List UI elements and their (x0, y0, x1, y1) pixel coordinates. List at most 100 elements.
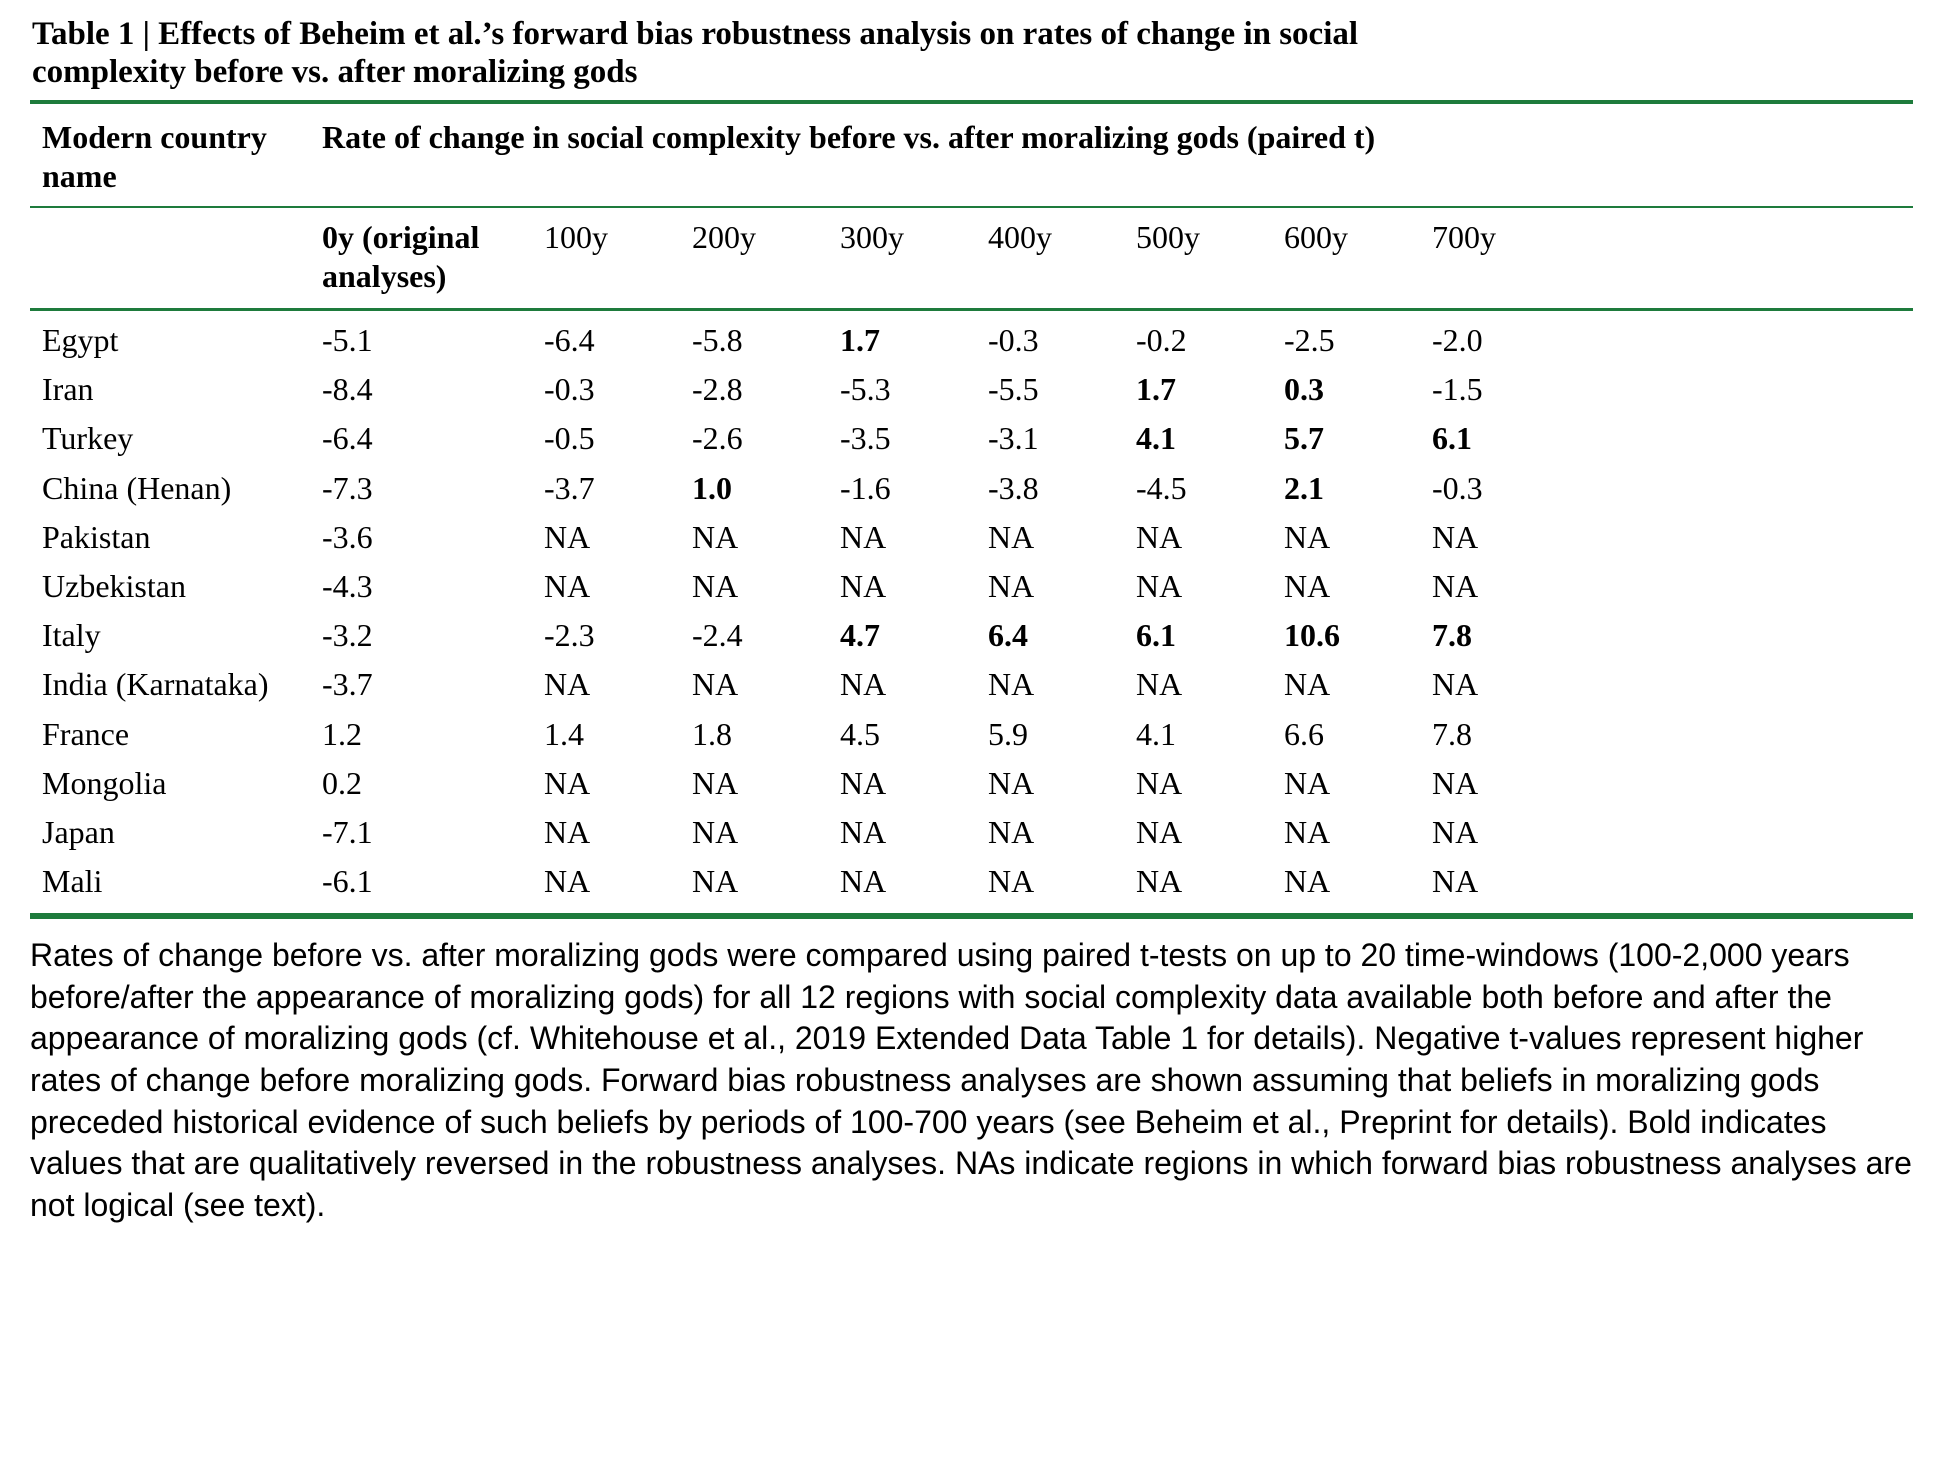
value-cell: 5.9 (988, 715, 1028, 752)
subheader-200y: 200y (692, 206, 840, 311)
value-cell: -6.1 (322, 857, 544, 920)
value-cell: 1.7 (840, 322, 880, 358)
value-cell: -0.3 (988, 322, 1039, 358)
value-cell: -2.4 (692, 617, 743, 654)
subheader-400y: 400y (988, 206, 1136, 311)
value-cell: -2.0 (1432, 322, 1483, 358)
value-cell: -3.5 (840, 420, 891, 457)
value-cell: NA (544, 567, 591, 604)
value-cell: -1.6 (840, 469, 891, 506)
value-cell: NA (840, 857, 988, 920)
value-cell: NA (1432, 666, 1479, 703)
value-cell: -3.8 (988, 469, 1039, 506)
value-cell: 6.1 (1432, 420, 1472, 457)
country-column-header: Modern country name (30, 103, 322, 208)
value-cell: NA (692, 764, 739, 801)
page: Table 1 | Effects of Beheim et al.’s for… (30, 16, 1914, 1223)
country-name: Uzbekistan (42, 567, 186, 604)
value-cell: NA (692, 857, 840, 920)
value-cell: NA (692, 518, 739, 555)
table-row: France 1.2 1.4 1.8 4.5 5.9 4.1 6.6 7.8 (30, 710, 1913, 759)
value-cell: NA (988, 518, 1035, 555)
table-row: Iran -8.4 -0.3 -2.8 -5.3 -5.5 1.7 0.3 -1.5 (30, 365, 1913, 414)
subheader-700y: 700y (1432, 206, 1914, 311)
subheader-500y: 500y (1136, 206, 1284, 311)
value-cell: -3.7 (322, 666, 373, 703)
value-cell: NA (544, 857, 692, 920)
value-cell: -5.3 (840, 371, 891, 408)
value-cell: -7.3 (322, 469, 373, 506)
value-cell: NA (1284, 764, 1331, 801)
value-cell: -0.5 (544, 420, 595, 457)
value-cell: 1.7 (1136, 371, 1176, 408)
value-cell: -2.3 (544, 617, 595, 654)
value-cell: NA (1432, 567, 1479, 604)
value-cell: NA (1284, 518, 1331, 555)
value-cell: 4.1 (1136, 715, 1176, 752)
value-cell: 1.4 (544, 715, 584, 752)
country-name: China (Henan) (42, 469, 232, 506)
value-cell: NA (1432, 764, 1479, 801)
value-cell: NA (840, 813, 887, 850)
span-column-header: Rate of change in social complexity befo… (322, 103, 1914, 208)
value-cell: NA (692, 567, 739, 604)
country-name: Turkey (42, 420, 134, 457)
value-cell: NA (840, 518, 887, 555)
value-cell: NA (1284, 567, 1331, 604)
value-cell: NA (1136, 813, 1183, 850)
value-cell: 2.1 (1284, 469, 1324, 506)
table-body: Egypt -5.1 -6.4 -5.8 1.7 -0.3 -0.2 -2.5 -2.0 Iran… (30, 310, 1914, 920)
value-cell: NA (1136, 518, 1183, 555)
value-cell: -3.7 (544, 469, 595, 506)
value-cell: NA (1136, 567, 1183, 604)
country-name: India (Karnataka) (42, 666, 269, 703)
subheader-100y: 100y (544, 206, 692, 311)
value-cell: 1.8 (692, 715, 732, 752)
value-cell: NA (988, 567, 1035, 604)
value-cell: NA (988, 764, 1035, 801)
value-cell: 6.4 (988, 617, 1028, 654)
value-cell: NA (544, 518, 591, 555)
value-cell: -5.1 (322, 322, 373, 358)
value-cell: NA (1284, 813, 1331, 850)
subheader-empty-cell (30, 206, 322, 311)
header-row: Modern country name Rate of change in so… (30, 103, 1914, 208)
country-name: Italy (42, 617, 101, 654)
value-cell: 5.7 (1284, 420, 1324, 457)
value-cell: NA (1284, 857, 1432, 920)
robustness-table: Modern country name Rate of change in so… (30, 103, 1914, 920)
value-cell: NA (544, 813, 591, 850)
table-row: Egypt -5.1 -6.4 -5.8 1.7 -0.3 -0.2 -2.5 -2.0 (30, 310, 1913, 366)
value-cell: NA (840, 567, 887, 604)
value-cell: 1.0 (692, 469, 732, 506)
value-cell: 7.8 (1432, 617, 1472, 654)
value-cell: NA (1284, 666, 1331, 703)
value-cell: 7.8 (1432, 715, 1472, 752)
value-cell: 0.2 (322, 764, 362, 801)
table-row: Japan -7.1 NA NA NA NA NA NA NA (30, 808, 1913, 857)
value-cell: -3.2 (322, 617, 373, 654)
value-cell: 4.5 (840, 715, 880, 752)
value-cell: NA (988, 857, 1136, 920)
table-row: Mali -6.1 NA NA NA NA NA NA NA (30, 857, 1914, 920)
value-cell: NA (692, 813, 739, 850)
table-title: Table 1 | Effects of Beheim et al.’s for… (32, 16, 1359, 90)
value-cell: -2.6 (692, 420, 743, 457)
country-name: Mongolia (42, 764, 167, 801)
table-row: Mongolia 0.2 NA NA NA NA NA NA NA (30, 759, 1913, 808)
value-cell: NA (988, 813, 1035, 850)
value-cell: 4.7 (840, 617, 880, 654)
country-name: France (42, 715, 130, 752)
value-cell: NA (1136, 857, 1284, 920)
value-cell: -8.4 (322, 371, 373, 408)
value-cell: -6.4 (544, 322, 595, 358)
table-footnote: Rates of change before vs. after moraliz… (30, 937, 1912, 1223)
country-name: Pakistan (42, 518, 151, 555)
value-cell: -5.8 (692, 322, 743, 358)
value-cell: -1.5 (1432, 371, 1483, 408)
subheader-0y: 0y (original analyses) (322, 206, 544, 311)
value-cell: NA (1136, 764, 1183, 801)
value-cell: 10.6 (1284, 617, 1340, 654)
value-cell: -4.5 (1136, 469, 1187, 506)
value-cell: -2.8 (692, 371, 743, 408)
